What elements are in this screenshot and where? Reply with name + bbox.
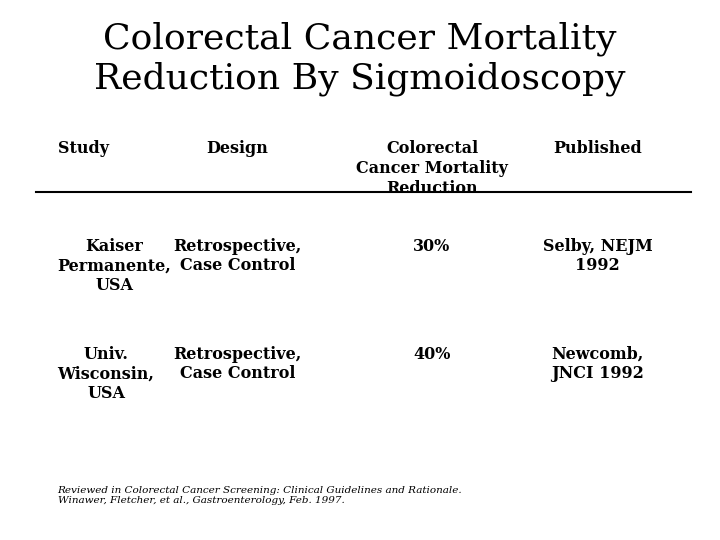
Text: Colorectal
Cancer Mortality
Reduction: Colorectal Cancer Mortality Reduction: [356, 140, 508, 197]
Text: Retrospective,
Case Control: Retrospective, Case Control: [174, 238, 302, 274]
Text: Study: Study: [58, 140, 109, 157]
Text: Kaiser
Permanente,
USA: Kaiser Permanente, USA: [58, 238, 171, 294]
Text: Design: Design: [207, 140, 269, 157]
Text: Published: Published: [553, 140, 642, 157]
Text: 40%: 40%: [413, 346, 451, 362]
Text: Selby, NEJM
1992: Selby, NEJM 1992: [543, 238, 652, 274]
Text: Retrospective,
Case Control: Retrospective, Case Control: [174, 346, 302, 382]
Text: Newcomb,
JNCI 1992: Newcomb, JNCI 1992: [552, 346, 644, 382]
Text: Univ.
Wisconsin,
USA: Univ. Wisconsin, USA: [58, 346, 155, 402]
Text: Reviewed in Colorectal Cancer Screening: Clinical Guidelines and Rationale.
Wina: Reviewed in Colorectal Cancer Screening:…: [58, 486, 462, 505]
Text: 30%: 30%: [413, 238, 451, 254]
Text: Colorectal Cancer Mortality
Reduction By Sigmoidoscopy: Colorectal Cancer Mortality Reduction By…: [94, 22, 626, 96]
